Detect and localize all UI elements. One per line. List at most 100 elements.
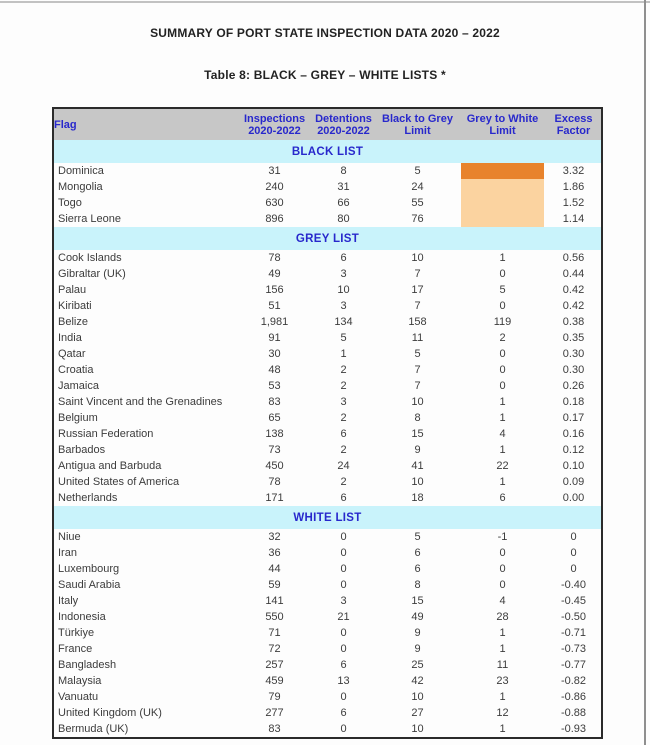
cell-excess-factor: -0.93 [560, 723, 587, 735]
cell-flag: Netherlands [58, 492, 118, 504]
cell-grey-to-white [459, 195, 546, 211]
cell-inspections: 277 [265, 707, 284, 719]
cell-grey-to-white: 0 [499, 380, 506, 392]
table-row: Dominica 31 8 5 3.32 [53, 163, 602, 179]
cell-black-to-grey: 10 [411, 252, 424, 264]
table-row: Saint Vincent and the Grenadines 83 3 10 1 0.… [53, 394, 602, 410]
cell-detentions: 6 [340, 252, 347, 264]
cell-detentions: 0 [340, 643, 347, 655]
cell-inspections: 83 [268, 723, 281, 735]
cell-detentions: 21 [337, 611, 350, 623]
cell-flag: Bangladesh [58, 659, 117, 671]
cell-black-to-grey: 7 [414, 268, 421, 280]
cell-excess-factor: -0.50 [560, 611, 587, 623]
cell-grey-to-white: 119 [493, 316, 512, 328]
cell-flag: Mongolia [58, 181, 103, 193]
cell-flag: Belgium [58, 412, 98, 424]
cell-inspections: 156 [265, 284, 284, 296]
cell-black-to-grey: 27 [411, 707, 424, 719]
cell-black-to-grey: 17 [411, 284, 424, 296]
cell-detentions: 6 [340, 707, 347, 719]
cell-flag: Gibraltar (UK) [58, 268, 126, 280]
table-row: Kiribati 51 3 7 0 0.42 [53, 298, 602, 314]
table-row: United States of America 78 2 10 1 0.09 [53, 474, 602, 490]
cell-excess-factor: 1.52 [562, 197, 585, 209]
cell-grey-to-white: 0 [499, 268, 506, 280]
cell-inspections: 49 [268, 268, 281, 280]
cell-detentions: 24 [337, 460, 350, 472]
cell-detentions: 0 [340, 563, 347, 575]
cell-flag: Togo [58, 197, 82, 209]
cell-excess-factor: 0.35 [562, 332, 585, 344]
cell-detentions: 80 [337, 213, 350, 225]
cell-grey-to-white: 1 [499, 396, 506, 408]
cell-grey-to-white: 0 [499, 364, 506, 376]
cell-excess-factor: 0.12 [562, 444, 585, 456]
cell-excess-factor: 1.14 [562, 213, 585, 225]
cell-excess-factor: 3.32 [562, 165, 585, 177]
table-row: Italy 141 3 15 4 -0.45 [53, 593, 602, 609]
cell-grey-to-white: 22 [496, 460, 509, 472]
cell-inspections: 59 [268, 579, 281, 591]
cell-black-to-grey: 11 [411, 332, 424, 344]
cell-black-to-grey: 7 [414, 300, 421, 312]
cell-grey-to-white: 0 [499, 300, 506, 312]
cell-detentions: 2 [340, 412, 347, 424]
cell-detentions: 1 [340, 348, 347, 360]
cell-excess-factor: 0 [570, 531, 577, 543]
table-row: Iran 36 0 6 0 0 [53, 545, 602, 561]
cell-excess-factor: 0.56 [562, 252, 585, 264]
page-title: SUMMARY OF PORT STATE INSPECTION DATA 20… [150, 26, 500, 40]
cell-black-to-grey: 76 [411, 213, 424, 225]
cell-detentions: 8 [340, 165, 347, 177]
cell-flag: Qatar [58, 348, 86, 360]
cell-flag: Antigua and Barbuda [58, 460, 162, 472]
table-row: Vanuatu 79 0 10 1 -0.86 [53, 689, 602, 705]
column-header-detentions: Detentions 2020-2022 [311, 108, 376, 140]
cell-excess-factor: 0.38 [562, 316, 585, 328]
cell-flag: Croatia [58, 364, 94, 376]
table-row: Bermuda (UK) 83 0 10 1 -0.93 [53, 721, 602, 738]
table-row: India 91 5 11 2 0.35 [53, 330, 602, 346]
cell-excess-factor: 0.26 [562, 380, 585, 392]
cell-grey-to-white: 1 [499, 444, 506, 456]
table-row: Palau 156 10 17 5 0.42 [53, 282, 602, 298]
cell-flag: Indonesia [58, 611, 106, 623]
cell-inspections: 83 [268, 396, 281, 408]
section-header-row: BLACK LIST [53, 140, 602, 163]
cell-inspections: 79 [268, 691, 281, 703]
cell-detentions: 2 [340, 380, 347, 392]
cell-inspections: 65 [268, 412, 281, 424]
cell-black-to-grey: 10 [411, 396, 424, 408]
cell-excess-factor: -0.77 [560, 659, 587, 671]
cell-excess-factor: 0.17 [562, 412, 585, 424]
table-caption: Table 8: BLACK – GREY – WHITE LISTS * [204, 68, 446, 82]
table-row: Luxembourg 44 0 6 0 0 [53, 561, 602, 577]
cell-detentions: 5 [340, 332, 347, 344]
cell-grey-to-white: 1 [499, 627, 506, 639]
cell-excess-factor: -0.40 [560, 579, 587, 591]
cell-grey-to-white: 28 [496, 611, 509, 623]
cell-detentions: 2 [340, 476, 347, 488]
section-title: GREY LIST [53, 227, 602, 250]
table-body: BLACK LIST Dominica 31 8 5 3.32 Mongolia 240 31 2… [53, 140, 602, 738]
cell-black-to-grey: 5 [414, 165, 421, 177]
cell-black-to-grey: 8 [414, 579, 421, 591]
cell-detentions: 0 [340, 627, 347, 639]
cell-black-to-grey: 5 [414, 531, 421, 543]
table-row: France 72 0 9 1 -0.73 [53, 641, 602, 657]
cell-flag: India [58, 332, 82, 344]
cell-black-to-grey: 18 [411, 492, 424, 504]
cell-grey-to-white: 0 [499, 579, 506, 591]
table-row: Croatia 48 2 7 0 0.30 [53, 362, 602, 378]
cell-flag: Saint Vincent and the Grenadines [58, 396, 223, 408]
table-row: Bangladesh 257 6 25 11 -0.77 [53, 657, 602, 673]
cell-detentions: 0 [340, 691, 347, 703]
cell-black-to-grey: 24 [411, 181, 424, 193]
cell-detentions: 0 [340, 579, 347, 591]
table-row: Niue 32 0 5 -1 0 [53, 529, 602, 545]
cell-grey-to-white: 2 [499, 332, 506, 344]
table-row: Qatar 30 1 5 0 0.30 [53, 346, 602, 362]
table-row: Saudi Arabia 59 0 8 0 -0.40 [53, 577, 602, 593]
cell-excess-factor: 0.18 [562, 396, 585, 408]
